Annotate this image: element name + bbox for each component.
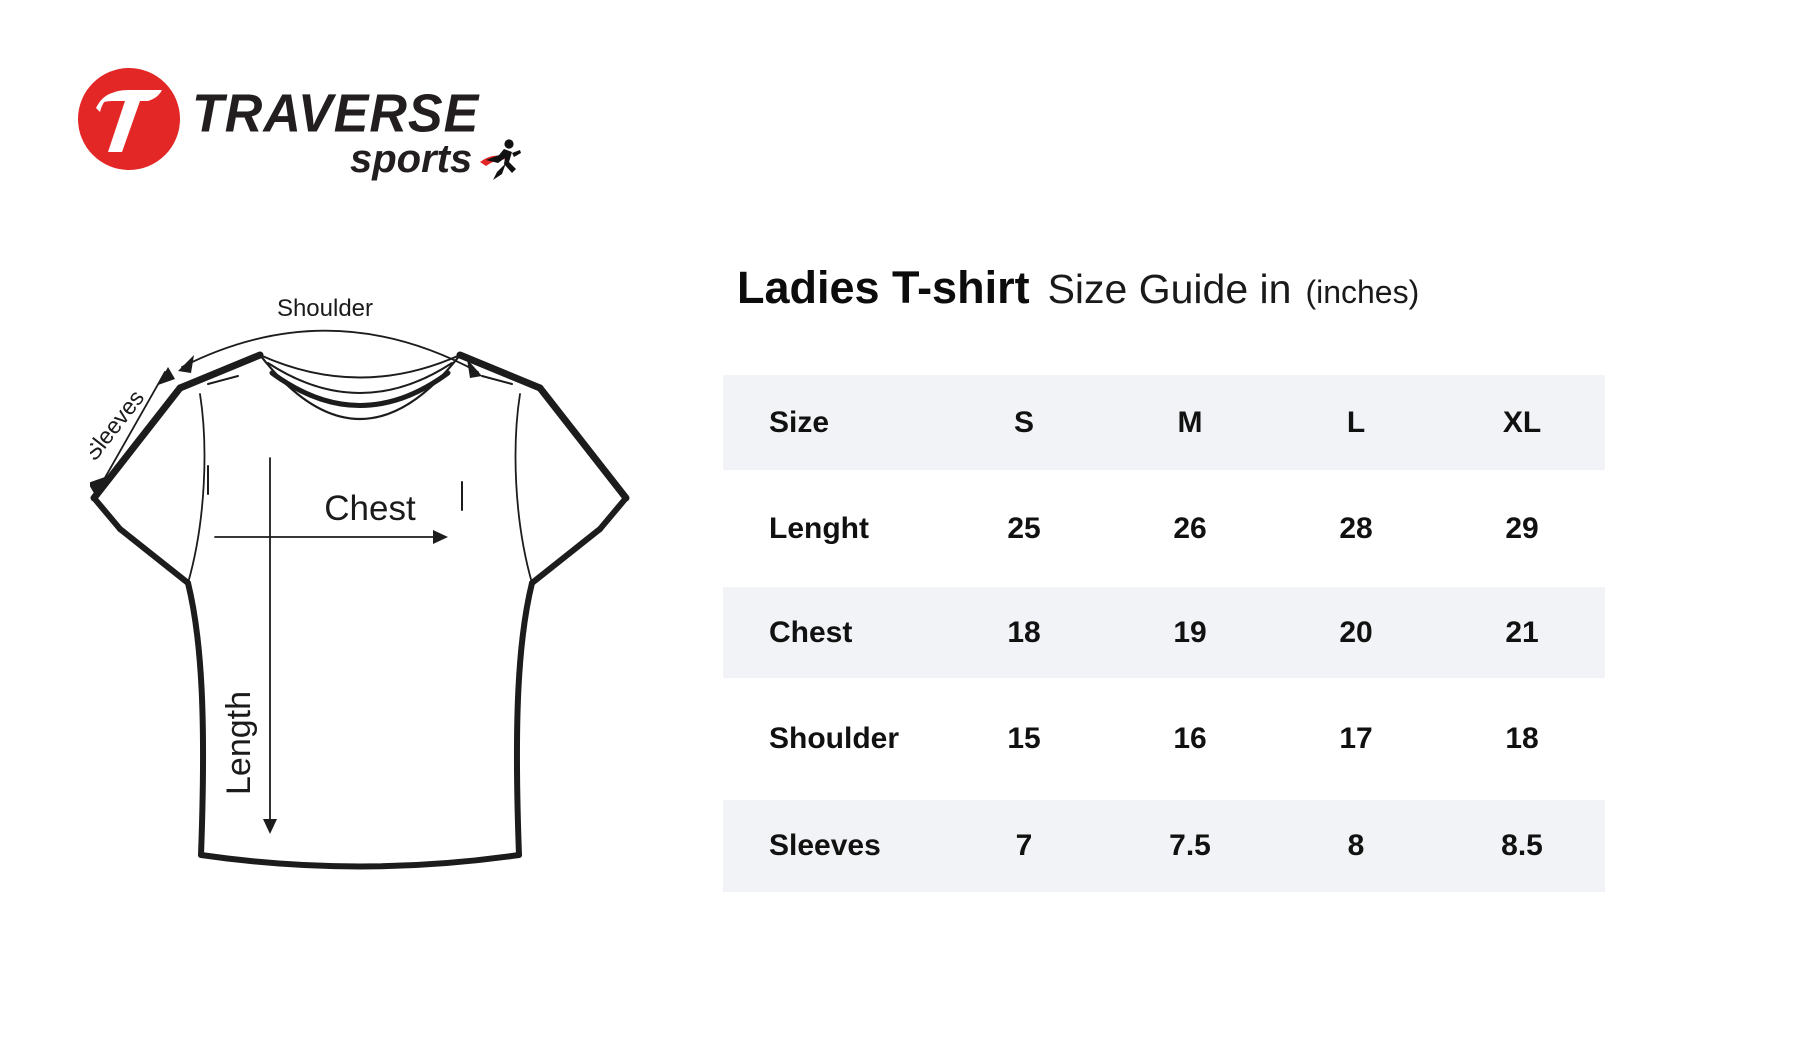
- page-title-guide: Size Guide in: [1047, 266, 1292, 312]
- table-row-sleeves: Sleeves 7 7.5 8 8.5: [723, 800, 1605, 892]
- page-title-unit: (inches): [1305, 274, 1420, 310]
- brand-logo: TRAVERSE sports: [70, 60, 540, 185]
- header-cell-m: M: [1177, 405, 1203, 439]
- tshirt-diagram: Shoulder Sleeves Chest Length: [78, 280, 650, 900]
- table-row-shoulder: Shoulder 15 16 17 18: [723, 678, 1605, 800]
- size-value: 18: [1505, 722, 1539, 755]
- header-cell-xl: XL: [1502, 405, 1542, 439]
- size-value: 15: [1007, 722, 1041, 755]
- length-label: Length: [220, 691, 258, 795]
- page-title: Ladies T-shirt Size Guide in (inches): [737, 262, 1419, 314]
- size-value: 16: [1173, 722, 1207, 755]
- size-value: 8: [1347, 829, 1365, 862]
- size-value: 19: [1173, 615, 1207, 649]
- size-value: 29: [1505, 511, 1539, 545]
- size-value: 28: [1339, 511, 1373, 545]
- size-value: 20: [1339, 615, 1373, 649]
- size-value: 21: [1505, 615, 1539, 649]
- brand-name: TRAVERSE: [192, 83, 480, 145]
- page-title-product: Ladies T-shirt: [737, 262, 1030, 313]
- table-row-chest: Chest 18 19 20 21: [723, 587, 1605, 678]
- size-value: 25: [1007, 511, 1041, 545]
- table-row-length: Lenght 25 26 28 29: [723, 470, 1605, 587]
- runner-icon: [480, 139, 522, 180]
- logo-monogram-icon: [78, 68, 180, 170]
- size-value: 26: [1173, 511, 1207, 545]
- header-cell-l: L: [1346, 405, 1366, 439]
- size-table-header-row: Size S M L XL: [723, 375, 1605, 470]
- shoulder-label: Shoulder: [277, 295, 373, 322]
- size-value: 17: [1339, 722, 1373, 755]
- chest-label: Chest: [324, 489, 416, 528]
- size-value: 7.5: [1169, 829, 1211, 862]
- shoulder-measure-arrow: [181, 329, 479, 373]
- header-cell-s: S: [1013, 405, 1034, 439]
- size-value: 18: [1007, 615, 1041, 649]
- size-value: 7: [1015, 829, 1033, 862]
- sleeves-measure-arrow: [97, 371, 166, 491]
- size-table: Size S M L XL Lenght 25 26 28 29 Chest 1…: [723, 375, 1605, 892]
- row-label: Lenght: [769, 511, 869, 545]
- row-label: Sleeves: [769, 829, 881, 862]
- row-label: Shoulder: [769, 722, 900, 755]
- header-cell-size: Size: [769, 405, 830, 439]
- size-value: 8.5: [1501, 829, 1543, 862]
- brand-subtitle: sports: [350, 136, 473, 181]
- row-label: Chest: [769, 615, 853, 649]
